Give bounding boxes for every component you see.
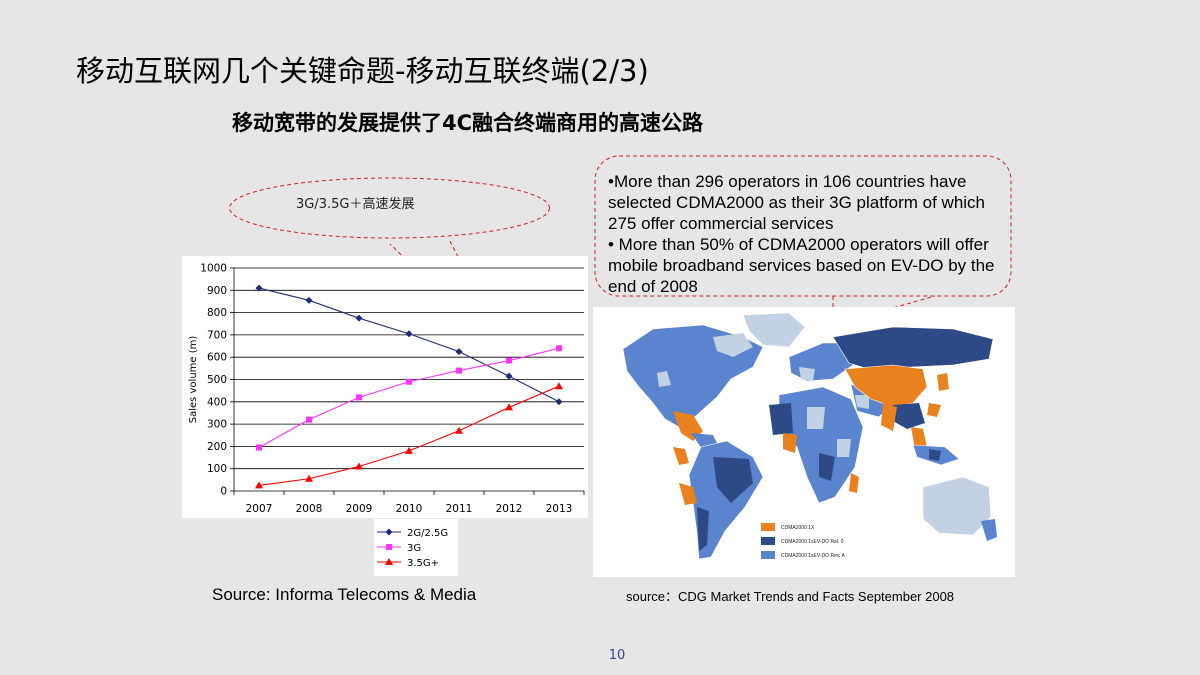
data-point-series-1 <box>455 348 463 356</box>
callout-left-text: 3G/3.5G＋高速发展 <box>296 197 415 212</box>
sales-volume-chart: 0 100 200 300 400 500 600 700 800 900 1000 2007 2008… <box>182 256 588 518</box>
x-tick-label: 2007 <box>246 503 273 515</box>
map-legend-label-evdo-rel0: CDMA2000 1xEV-DO Rel. 0 <box>781 539 844 545</box>
chart-svg: 0 100 200 300 400 500 600 700 800 900 1000 2007 2008… <box>188 263 585 515</box>
data-point-series-2 <box>506 357 512 364</box>
legend-marker <box>386 544 392 550</box>
data-point-series-2 <box>256 444 262 451</box>
data-point-series-2 <box>556 345 562 352</box>
callout-bullet: • More than 50% of CDMA2000 operators wi… <box>608 235 995 296</box>
data-point-series-1 <box>505 372 513 380</box>
y-tick-label: 100 <box>207 463 227 475</box>
data-point-series-3 <box>505 403 513 411</box>
map-legend: CDMA2000 1X CDMA2000 1xEV-DO Rel. 0 CDMA… <box>761 523 845 559</box>
x-tick-label: 2013 <box>546 503 573 515</box>
map-legend-swatch-evdo-reva <box>761 551 775 559</box>
data-point-series-2 <box>456 367 462 374</box>
slide-subtitle: 移动宽带的发展提供了4C融合终端商用的高速公路 <box>232 111 704 135</box>
callout-ellipse-left <box>229 177 550 239</box>
page-number: 10 <box>608 648 626 663</box>
callout-right-text: •More than 296 operators in 106 countrie… <box>608 171 1004 297</box>
data-point-series-3 <box>355 462 363 470</box>
data-point-series-3 <box>305 474 313 482</box>
y-tick-label: 200 <box>207 441 227 453</box>
slide-title: 移动互联网几个关键命题-移动互联终端(2/3) <box>76 54 649 88</box>
legend-label: 2G/2.5G <box>407 528 448 539</box>
x-tick-label: 2012 <box>496 503 523 515</box>
series-line-1 <box>258 287 560 403</box>
x-tick-label: 2010 <box>396 503 423 515</box>
legend-marker <box>385 558 393 565</box>
y-axis-label: Sales volume (m) <box>188 336 199 424</box>
x-tick-label: 2009 <box>346 503 373 515</box>
map-legend-label-evdo-reva: CDMA2000 1xEV-DO Rev. A <box>781 553 845 559</box>
chart-legend-svg: 2G/2.5G 3G 3.5G+ <box>377 528 448 569</box>
y-tick-label: 400 <box>207 396 227 408</box>
data-point-series-3 <box>405 446 413 454</box>
data-point-series-2 <box>306 416 312 423</box>
data-point-series-1 <box>555 398 563 406</box>
legend-marker <box>385 528 393 536</box>
y-tick-label: 1000 <box>200 263 227 275</box>
x-tick-label: 2008 <box>296 503 323 515</box>
x-tick-label: 2011 <box>446 503 473 515</box>
data-point-series-1 <box>355 314 363 322</box>
world-map: CDMA2000 1X CDMA2000 1xEV-DO Rel. 0 CDMA… <box>593 307 1015 577</box>
data-point-series-1 <box>255 284 263 292</box>
callout-bullet: •More than 296 operators in 106 countrie… <box>608 172 986 233</box>
data-point-series-3 <box>255 481 263 489</box>
chart-legend: 2G/2.5G 3G 3.5G+ <box>374 519 458 576</box>
y-tick-label: 0 <box>220 486 227 498</box>
y-tick-label: 800 <box>207 307 227 319</box>
y-tick-label: 300 <box>207 419 227 431</box>
legend-label: 3.5G+ <box>407 558 439 569</box>
y-tick-label: 600 <box>207 352 227 364</box>
data-point-series-2 <box>356 394 362 401</box>
data-point-series-1 <box>405 330 413 338</box>
data-point-series-2 <box>406 378 412 385</box>
map-legend-label-1x: CDMA2000 1X <box>781 525 815 531</box>
legend-label: 3G <box>407 543 421 554</box>
map-legend-swatch-evdo-rel0 <box>761 537 775 545</box>
callout-box-right <box>594 155 1012 297</box>
map-source: source：CDG Market Trends and Facts Septe… <box>626 589 955 604</box>
y-tick-label: 900 <box>207 285 227 297</box>
data-point-series-3 <box>455 426 463 434</box>
chart-source: Source: Informa Telecoms & Media <box>212 585 477 604</box>
data-point-series-3 <box>555 382 563 390</box>
world-map-svg: CDMA2000 1X CDMA2000 1xEV-DO Rel. 0 CDMA… <box>622 312 997 560</box>
series-line-2 <box>258 347 560 448</box>
series-line-3 <box>258 385 560 486</box>
data-point-series-1 <box>305 296 313 304</box>
map-legend-swatch-1x <box>761 523 775 531</box>
y-tick-label: 700 <box>207 329 227 341</box>
y-tick-label: 500 <box>207 374 227 386</box>
